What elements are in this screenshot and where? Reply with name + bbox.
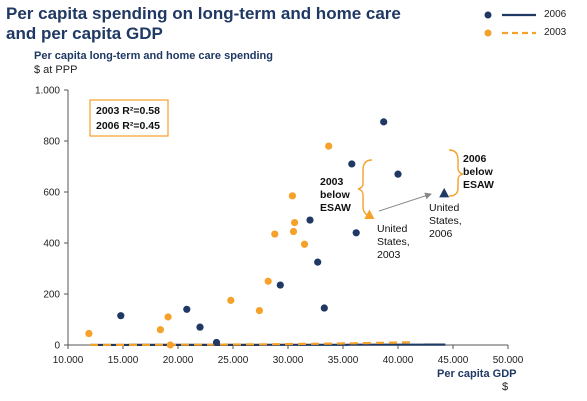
data-point-2003 [288, 192, 296, 200]
ann-2003-below-line1: 2003 [320, 176, 344, 188]
data-point-2006 [352, 229, 360, 237]
ann-2006-below-line2: below [463, 166, 494, 178]
data-point-2006 [183, 305, 191, 313]
trend-line-2003 [90, 341, 412, 346]
data-point-2003 [166, 341, 174, 349]
data-point-2006 [196, 323, 204, 331]
y-tick-label: 0 [54, 341, 60, 352]
r2-box [89, 99, 169, 137]
x-tick-label: 30.000 [273, 355, 304, 366]
data-point-2003 [85, 329, 93, 338]
x-tick-label: 50.000 [493, 355, 524, 366]
x-tick-label: 40.000 [383, 355, 414, 366]
ann-2006-below-line1: 2006 [463, 153, 487, 165]
data-point-2003 [300, 240, 309, 248]
y-tick-label: 800 [43, 137, 60, 148]
us-2003-label-line3: 2003 [377, 249, 401, 261]
bracket-2003 [357, 159, 373, 217]
x-tick-label: 35.000 [328, 355, 359, 366]
data-point-2006 [314, 258, 322, 266]
legend-swatch-2006 [484, 11, 536, 19]
data-point-2006 [306, 216, 314, 224]
r2-2006-text: 2006 R²=0.45 [96, 120, 160, 132]
legend-item-2003: 2003 [480, 26, 584, 44]
us-point-2006 [439, 187, 450, 198]
x-axis-unit: $ [502, 381, 509, 393]
data-point-2003 [291, 219, 299, 227]
data-point-2006 [276, 281, 284, 289]
us-change-arrow [378, 192, 432, 212]
us-2006-label-line3: 2006 [429, 228, 453, 240]
data-point-2003 [271, 230, 279, 238]
data-point-2006 [348, 160, 356, 168]
us-2006-label-line2: States, [429, 215, 462, 227]
y-tick-label: 400 [43, 239, 60, 250]
legend-label-2003: 2003 [544, 27, 567, 38]
r2-2003-text: 2003 R²=0.58 [96, 105, 160, 117]
ann-2003-below-line2: below [320, 189, 351, 201]
legend-label-2006: 2006 [544, 9, 567, 20]
us-2006-label-line1: United [429, 202, 460, 214]
data-point-2003 [255, 306, 263, 315]
x-tick-label: 15.000 [108, 355, 139, 366]
y-axis-label: Per capita long-term and home care spend… [34, 50, 273, 62]
y-axis-unit: $ at PPP [34, 64, 78, 76]
x-tick-label: 25.000 [218, 355, 249, 366]
bracket-2006 [448, 149, 464, 197]
x-tick-label: 45.000 [438, 355, 469, 366]
chart-title: Per capita spending on long-term and hom… [6, 4, 401, 43]
ann-2003-below-line3: ESAW [320, 202, 351, 214]
ann-2006-below-line3: ESAW [463, 179, 494, 191]
data-point-2003 [156, 326, 164, 334]
x-axis-label: Per capita GDP [437, 368, 517, 380]
data-point-2003 [325, 142, 333, 150]
data-point-2003 [264, 277, 272, 285]
legend-marker-2003 [484, 29, 492, 37]
us-2003-label-line1: United [377, 223, 408, 235]
x-tick-label: 10.000 [53, 355, 84, 366]
x-tick-label: 20.000 [163, 355, 194, 366]
data-point-2003 [164, 313, 172, 321]
data-point-2006 [394, 170, 402, 178]
legend: 2006 2003 [480, 8, 584, 44]
y-tick-label: 600 [43, 188, 60, 199]
y-tick-label: 200 [43, 290, 60, 301]
data-point-2006 [380, 118, 388, 126]
legend-swatch-2003 [484, 29, 536, 37]
us-2003-label-line2: States, [377, 236, 410, 248]
data-point-2003 [227, 296, 235, 304]
data-point-2003 [289, 227, 298, 236]
data-point-2006 [117, 312, 125, 320]
data-point-2006 [320, 304, 328, 312]
data-point-2006 [212, 338, 221, 347]
legend-item-2006: 2006 [480, 8, 584, 26]
legend-marker-2006 [484, 11, 492, 19]
y-tick-label: 1.000 [35, 86, 60, 97]
